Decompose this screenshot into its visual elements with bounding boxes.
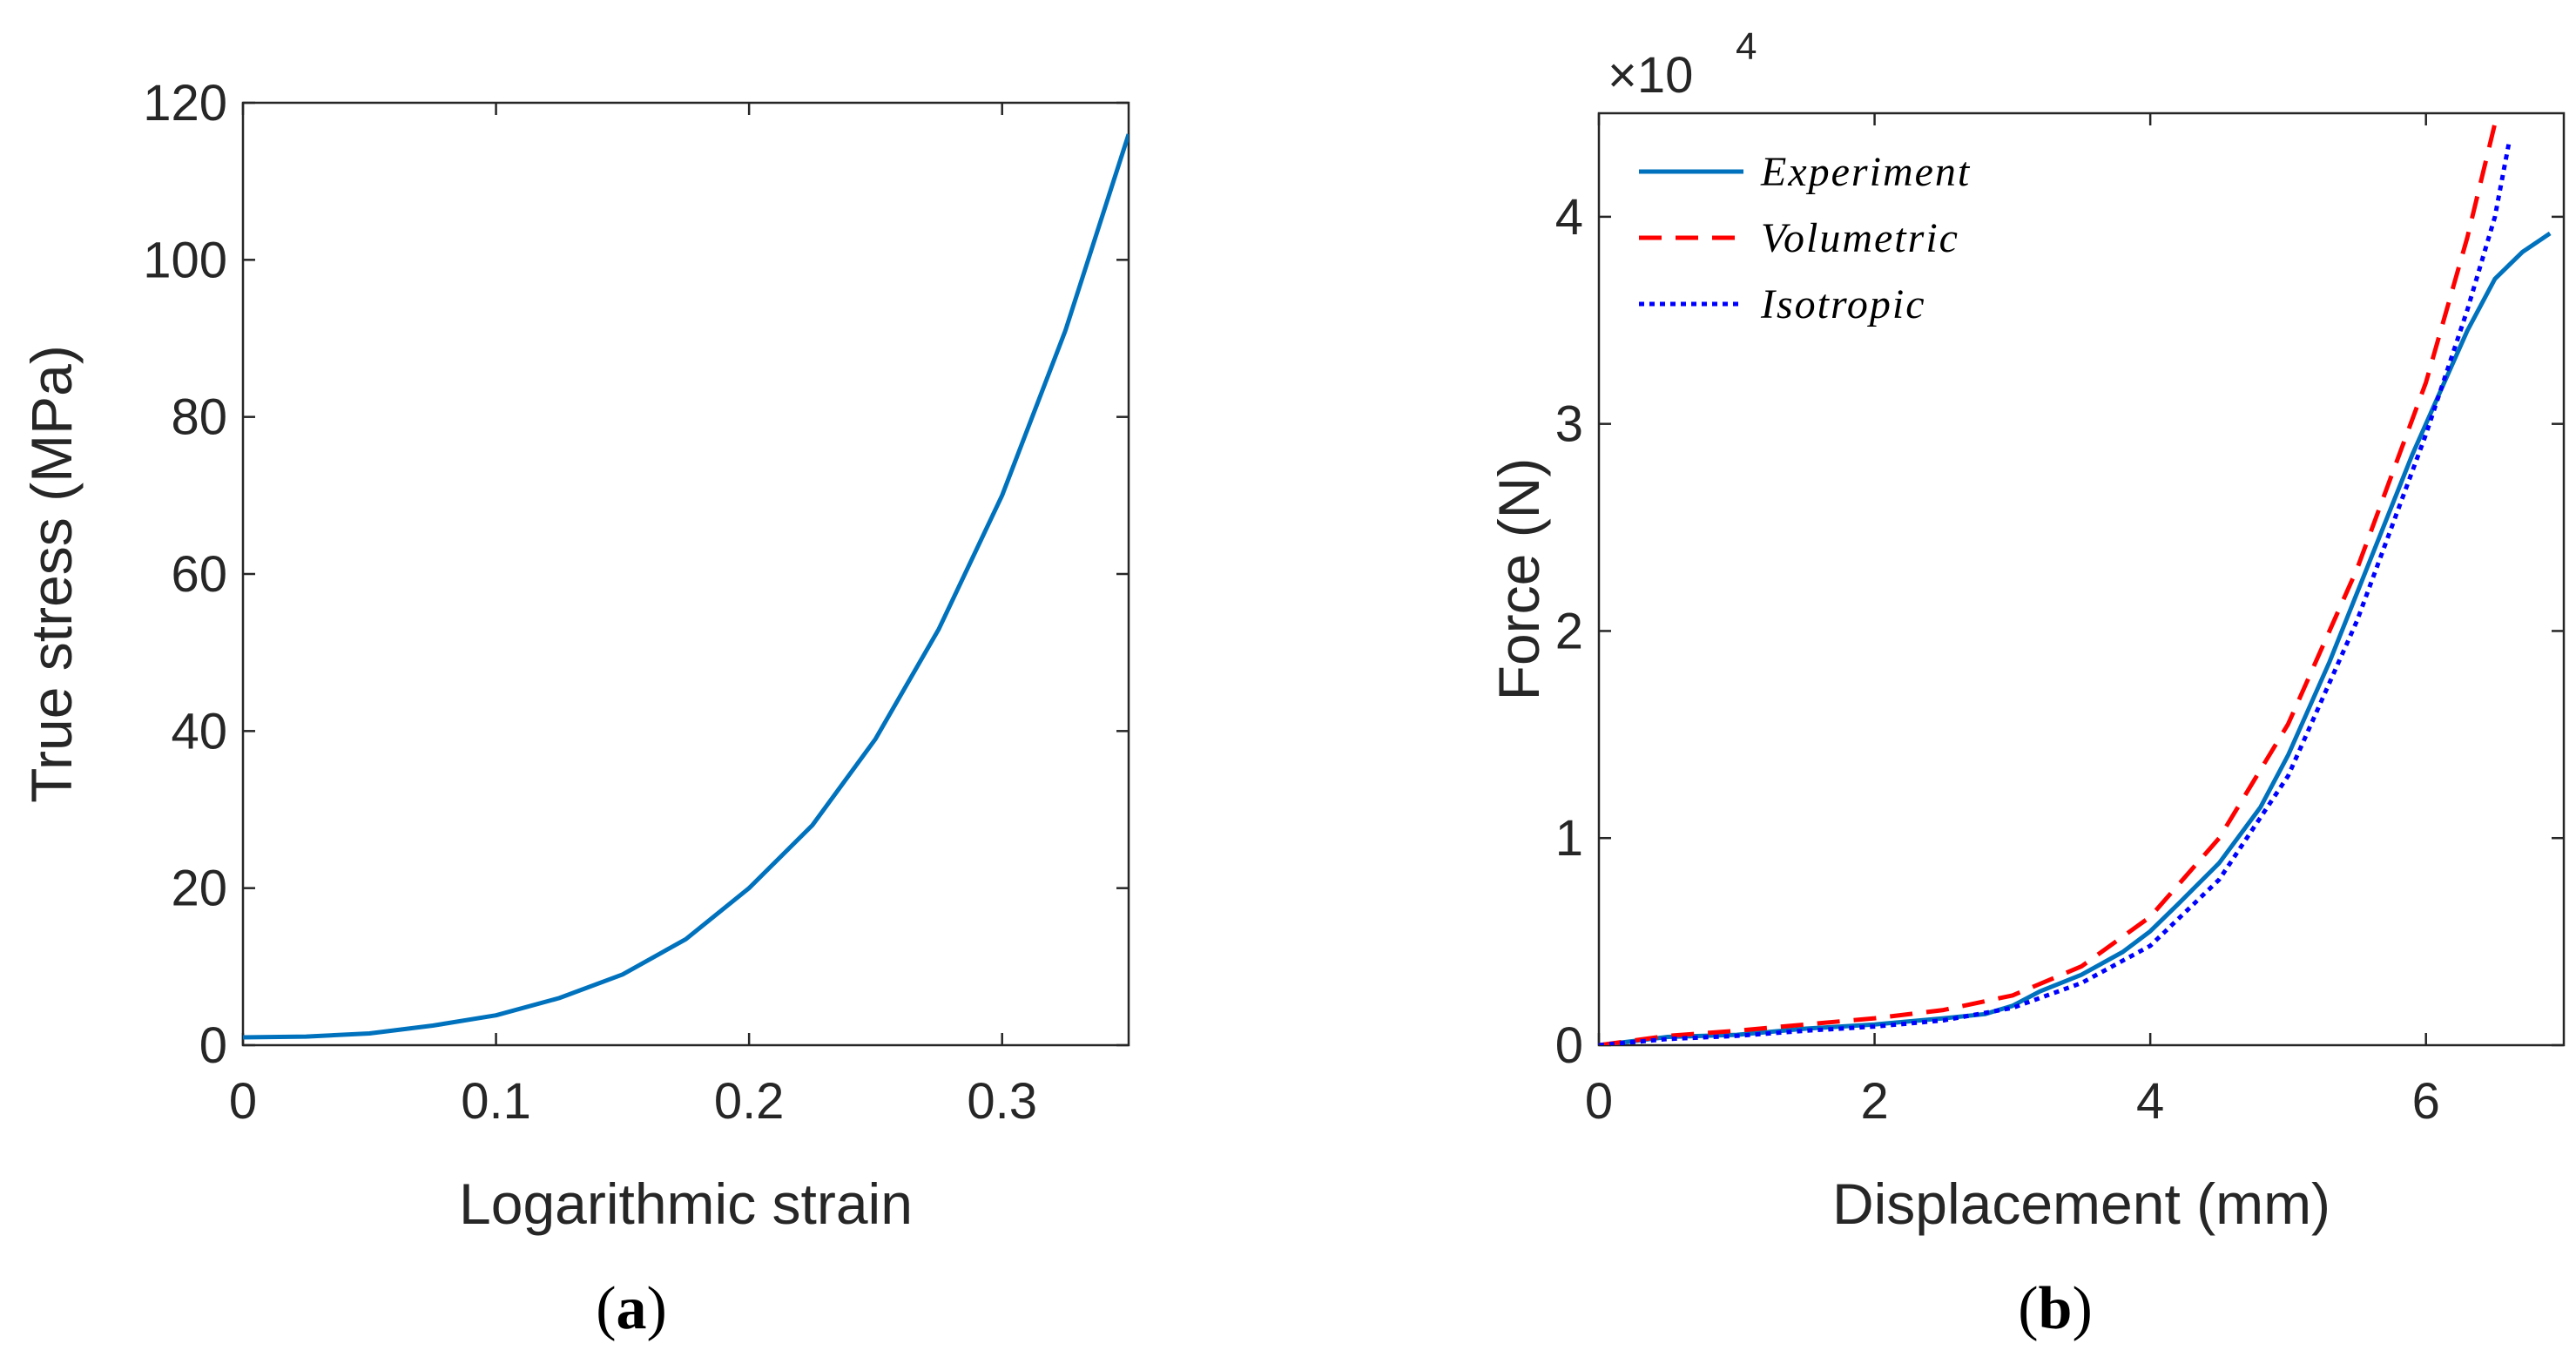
series-line-volumetric [1599, 123, 2498, 1045]
y-axis-label: True stress (MPa) [19, 345, 84, 803]
panel-caption: (a) [596, 1275, 667, 1342]
y-tick-label: 60 [171, 546, 227, 603]
y-tick-label: 0 [199, 1017, 227, 1074]
series-line-experiment [1599, 231, 2552, 1045]
y-tick-label: 40 [171, 703, 227, 760]
axes-box [1597, 111, 2566, 1047]
x-tick-label: 0.2 [714, 1073, 785, 1130]
y-tick-label: 120 [143, 75, 227, 132]
x-tick-label: 0 [229, 1073, 257, 1130]
y-tick-label: 1 [1555, 810, 1583, 867]
legend-label-isotropic: Isotropic [1760, 281, 1926, 327]
y-tick-label: 100 [143, 232, 227, 288]
y-tick-label: 3 [1555, 396, 1583, 453]
y-axis-label: Force (N) [1487, 458, 1551, 701]
y-tick-label: 80 [171, 389, 227, 446]
y-exponent-power: 4 [1736, 25, 1757, 68]
y-exponent-label: ×10 [1608, 47, 1693, 104]
panel-caption: (b) [2018, 1275, 2093, 1342]
y-tick-label: 20 [171, 861, 227, 917]
y-tick-label: 2 [1555, 603, 1583, 659]
x-tick-label: 2 [1860, 1073, 1888, 1130]
chart-a: 0 0.1 0.2 0.3 0 20 40 60 80 100 120 Logarithmic str… [19, 75, 1130, 1342]
legend-label-volumetric: Volumetric [1761, 215, 1959, 261]
axes-box [241, 101, 1130, 1047]
x-tick-label: 0.1 [461, 1073, 531, 1130]
series-line-isotropic [1599, 144, 2512, 1045]
x-tick-label: 0.3 [967, 1073, 1037, 1130]
panel-caption-letter: b [2039, 1275, 2073, 1342]
x-axis-label: Logarithmic strain [459, 1171, 913, 1236]
y-tick-label: 4 [1555, 189, 1583, 246]
x-tick-label: 0 [1585, 1073, 1613, 1130]
panel-caption-letter: a [617, 1275, 647, 1342]
x-tick-label: 4 [2136, 1073, 2164, 1130]
legend: Experiment Volumetric Isotropic [1639, 149, 1971, 327]
series-line-main [243, 133, 1129, 1040]
y-tick-label: 0 [1555, 1017, 1583, 1074]
x-tick-label: 6 [2412, 1073, 2440, 1130]
x-axis-label: Displacement (mm) [1832, 1171, 2330, 1236]
legend-label-experiment: Experiment [1760, 149, 1971, 195]
